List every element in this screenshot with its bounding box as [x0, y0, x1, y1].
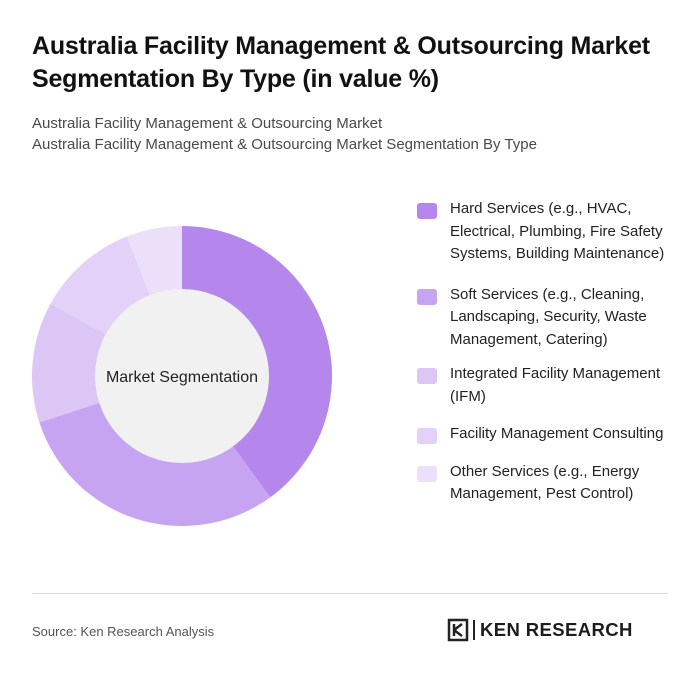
source-note: Source: Ken Research Analysis: [32, 624, 215, 639]
chart-legend: Hard Services (e.g., HVAC, Electrical, P…: [417, 198, 679, 506]
brand-name: KEN RESEARCH: [480, 619, 633, 640]
legend-label: Integrated Facility Management (IFM): [450, 365, 661, 405]
legend-swatch: [417, 288, 437, 305]
legend-swatch: [417, 465, 437, 482]
ken-research-logo-icon: [447, 618, 469, 642]
donut-center-label: Market Segmentation: [106, 369, 258, 386]
legend-item-3: Integrated Facility Management (IFM): [417, 363, 679, 408]
legend-label: Facility Management Consulting: [450, 425, 664, 442]
legend-label: Soft Services (e.g., Cleaning, Landscapi…: [450, 285, 647, 348]
subtitle-line-1: Australia Facility Management & Outsourc…: [32, 115, 383, 132]
subtitle-line-2: Australia Facility Management & Outsourc…: [32, 136, 537, 153]
legend-item-1: Hard Services (e.g., HVAC, Electrical, P…: [417, 198, 679, 266]
legend-swatch: [417, 368, 437, 384]
legend-label: Other Services (e.g., Energy Management,…: [450, 462, 640, 503]
footer-divider: [32, 593, 668, 594]
logo-separator: [473, 620, 475, 640]
legend-item-5: Other Services (e.g., Energy Management,…: [417, 461, 679, 506]
donut-chart: Market Segmentation: [31, 226, 332, 526]
legend-label: Hard Services (e.g., HVAC, Electrical, P…: [450, 200, 665, 262]
chart-title: Australia Facility Management & Outsourc…: [32, 32, 650, 93]
legend-item-4: Facility Management Consulting: [417, 423, 679, 446]
chart-subtitle: Australia Facility Management & Outsourc…: [32, 113, 682, 155]
legend-swatch: [417, 203, 437, 219]
donut-hole: [95, 289, 269, 463]
ken-research-logo: KEN RESEARCH: [447, 618, 633, 642]
legend-swatch: [417, 428, 437, 444]
legend-item-2: Soft Services (e.g., Cleaning, Landscapi…: [417, 284, 679, 352]
